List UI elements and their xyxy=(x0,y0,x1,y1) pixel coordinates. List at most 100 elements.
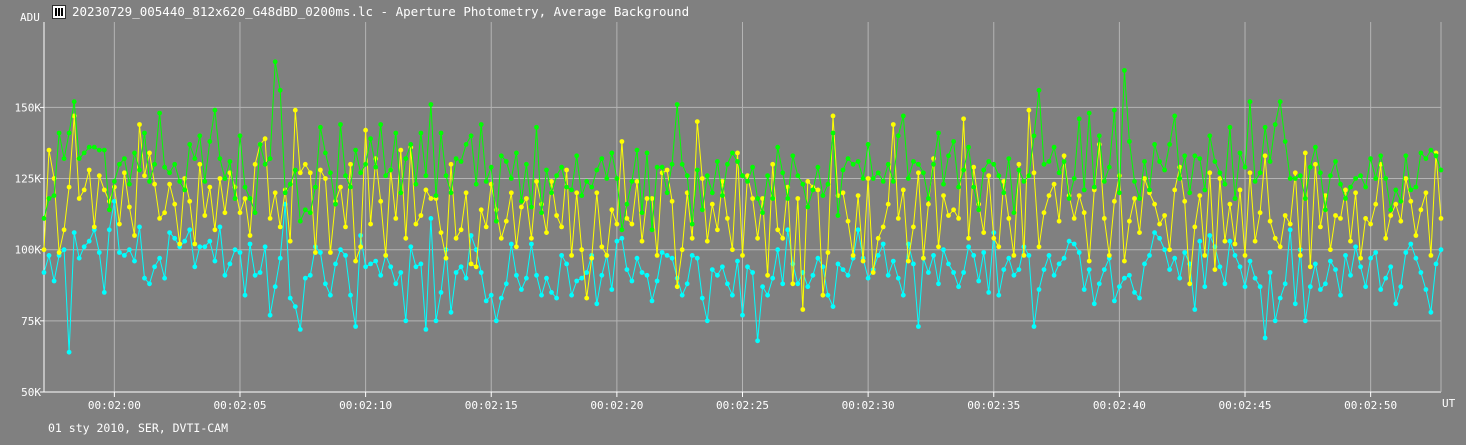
data-point xyxy=(227,159,233,164)
data-point xyxy=(46,253,52,258)
data-point xyxy=(1036,87,1042,93)
data-point xyxy=(1343,253,1348,258)
data-point xyxy=(152,181,158,187)
data-point xyxy=(1091,184,1097,190)
data-point xyxy=(1378,153,1384,159)
data-point xyxy=(941,181,946,187)
data-point xyxy=(760,284,765,290)
data-point xyxy=(926,270,931,275)
data-point xyxy=(544,230,549,236)
data-point xyxy=(1383,275,1389,281)
data-point xyxy=(564,167,569,173)
data-point xyxy=(790,281,796,287)
data-point xyxy=(1056,261,1062,267)
data-point xyxy=(1262,153,1268,159)
data-point xyxy=(503,281,509,287)
data-point xyxy=(1338,181,1343,187)
data-point xyxy=(76,156,82,162)
data-point xyxy=(1187,281,1193,287)
data-point xyxy=(1011,210,1017,216)
data-point xyxy=(1227,238,1233,244)
data-point xyxy=(524,161,529,167)
data-point xyxy=(654,253,660,258)
data-point xyxy=(433,318,439,324)
data-point xyxy=(212,107,218,113)
data-point xyxy=(1252,238,1258,244)
data-point xyxy=(1423,287,1429,292)
data-point xyxy=(936,244,941,250)
data-point xyxy=(302,161,308,167)
x-axis-unit: UT xyxy=(1442,397,1456,410)
data-point xyxy=(951,270,956,275)
data-point xyxy=(468,133,474,139)
y-tick-label: 75K xyxy=(21,315,41,328)
data-point xyxy=(162,164,168,170)
data-point xyxy=(544,275,549,281)
data-point xyxy=(951,207,956,213)
data-point xyxy=(187,227,193,233)
data-point xyxy=(297,170,303,176)
data-point xyxy=(1232,253,1238,258)
data-point xyxy=(539,210,544,216)
data-point xyxy=(227,261,233,267)
y-tick-label: 100K xyxy=(15,244,42,257)
data-point xyxy=(1041,161,1047,167)
data-point xyxy=(865,275,871,281)
data-point xyxy=(790,153,796,159)
data-point xyxy=(1307,164,1313,170)
data-point xyxy=(845,272,851,278)
data-point xyxy=(619,139,625,144)
data-point xyxy=(911,159,916,164)
data-point xyxy=(232,196,238,201)
data-point xyxy=(1267,270,1273,275)
data-point xyxy=(126,181,132,187)
data-point xyxy=(1056,218,1062,224)
data-point xyxy=(755,196,760,201)
data-point xyxy=(1358,264,1363,270)
data-point xyxy=(534,124,539,130)
data-point xyxy=(1428,147,1434,153)
data-point xyxy=(1393,187,1399,193)
data-point xyxy=(1282,281,1288,287)
data-point xyxy=(1343,187,1348,193)
data-point xyxy=(1157,221,1162,227)
data-point xyxy=(66,130,72,136)
data-point xyxy=(1292,176,1298,181)
data-point xyxy=(348,184,353,190)
data-point xyxy=(941,193,946,199)
data-point xyxy=(1252,275,1258,281)
data-point xyxy=(222,272,228,278)
data-point xyxy=(142,173,147,179)
data-point xyxy=(880,224,886,230)
app-logo-icon xyxy=(52,4,66,19)
data-point xyxy=(1137,196,1142,201)
data-point xyxy=(775,144,781,150)
data-point xyxy=(921,255,926,261)
data-point xyxy=(1152,142,1157,147)
data-point xyxy=(91,144,97,150)
data-point xyxy=(1167,142,1172,147)
data-point xyxy=(941,247,946,253)
data-point xyxy=(232,247,238,253)
data-point xyxy=(267,156,273,162)
data-point xyxy=(689,253,695,258)
data-point xyxy=(549,190,554,196)
data-point xyxy=(664,167,670,173)
data-point xyxy=(1026,253,1032,258)
data-point xyxy=(730,292,735,298)
data-point xyxy=(905,176,911,181)
data-point xyxy=(1333,267,1338,272)
data-point xyxy=(936,130,941,136)
data-point xyxy=(805,204,811,210)
data-point xyxy=(1041,267,1047,272)
data-point xyxy=(599,156,605,162)
data-point xyxy=(669,198,675,204)
data-point xyxy=(825,181,831,187)
data-point xyxy=(368,221,373,227)
data-point xyxy=(96,250,102,255)
data-point xyxy=(1393,201,1399,207)
data-point xyxy=(368,136,373,142)
data-point xyxy=(931,253,936,258)
data-point xyxy=(363,127,368,133)
